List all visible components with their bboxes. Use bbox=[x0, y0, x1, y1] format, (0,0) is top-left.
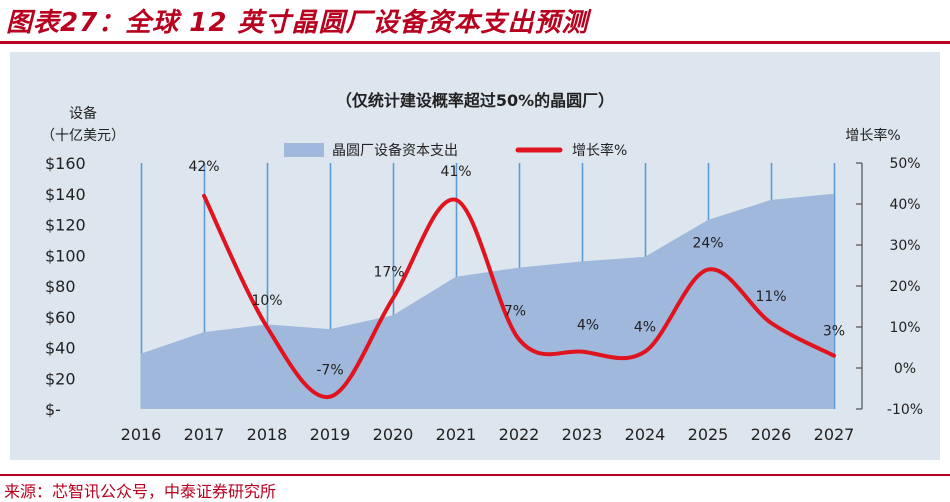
left-tick-7: $20 bbox=[45, 369, 76, 388]
left-tick-8: $- bbox=[45, 400, 61, 419]
right-tick-6: -10% bbox=[887, 402, 923, 418]
right-tick-0: 50% bbox=[889, 156, 920, 172]
growth-label-2022: 7% bbox=[504, 303, 526, 319]
x-tick-2023: 2023 bbox=[562, 425, 603, 444]
title-rule bbox=[0, 41, 950, 44]
x-tick-2019: 2019 bbox=[310, 425, 351, 444]
right-axis-label: 增长率% bbox=[845, 127, 900, 144]
growth-label-2024: 4% bbox=[634, 320, 656, 336]
legend-area-label: 晶圆厂设备资本支出 bbox=[332, 142, 458, 159]
left-tick-1: $140 bbox=[45, 185, 86, 204]
left-tick-2: $120 bbox=[45, 216, 86, 235]
x-tick-2020: 2020 bbox=[373, 425, 414, 444]
left-tick-6: $40 bbox=[45, 339, 76, 358]
x-tick-2021: 2021 bbox=[436, 425, 477, 444]
growth-label-2021: 41% bbox=[440, 164, 471, 180]
right-tick-3: 20% bbox=[889, 279, 920, 295]
right-tick-5: 0% bbox=[894, 361, 916, 377]
growth-label-2019: -7% bbox=[316, 363, 343, 379]
growth-label-2017: 42% bbox=[188, 159, 219, 175]
source-note: 来源：芯智讯公众号，中泰证券研究所 bbox=[4, 482, 277, 501]
capex-area bbox=[141, 193, 834, 409]
x-tick-2018: 2018 bbox=[247, 425, 288, 444]
left-tick-5: $60 bbox=[45, 308, 76, 327]
x-tick-2017: 2017 bbox=[184, 425, 225, 444]
right-axis-ticks: 50% 40% 30% 20% 10% 0% -10% bbox=[856, 156, 923, 418]
right-tick-4: 10% bbox=[889, 320, 920, 336]
legend-area-swatch bbox=[284, 143, 324, 157]
growth-labels: 42% 10% -7% 17% 41% 7% 4% 4% 24% 11% 3% bbox=[188, 159, 845, 379]
left-axis-ticks: $160 $140 $120 $100 $80 $60 $40 $20 $- bbox=[45, 154, 86, 419]
x-tick-2024: 2024 bbox=[625, 425, 666, 444]
left-tick-4: $80 bbox=[45, 277, 76, 296]
x-tick-2025: 2025 bbox=[688, 425, 729, 444]
x-tick-2027: 2027 bbox=[814, 425, 855, 444]
x-tick-2026: 2026 bbox=[751, 425, 792, 444]
growth-label-2027: 3% bbox=[823, 324, 845, 340]
growth-line bbox=[202, 193, 836, 399]
legend-line-label: 增长率% bbox=[572, 142, 627, 159]
growth-label-2023: 4% bbox=[577, 318, 599, 334]
left-axis-label-line2: （十亿美元） bbox=[41, 128, 125, 144]
growth-label-2025: 24% bbox=[692, 236, 723, 252]
growth-label-2026: 11% bbox=[755, 289, 786, 305]
figure-title: 图表27：全球 12 英寸晶圆厂设备资本支出预测 bbox=[6, 8, 589, 38]
right-tick-2: 30% bbox=[889, 238, 920, 254]
chart-subtitle: （仅统计建设概率超过50%的晶圆厂） bbox=[336, 91, 614, 110]
growth-label-2020: 17% bbox=[373, 264, 404, 280]
x-tick-2016: 2016 bbox=[121, 425, 162, 444]
source-rule bbox=[0, 474, 950, 476]
left-tick-0: $160 bbox=[45, 154, 86, 173]
left-axis-label-line1: 设备 bbox=[69, 105, 97, 122]
x-tick-2022: 2022 bbox=[499, 425, 540, 444]
left-tick-3: $100 bbox=[45, 246, 86, 265]
x-axis-ticks: 2016 2017 2018 2019 2020 2021 2022 2023 2024 2025… bbox=[121, 425, 855, 444]
growth-label-2018: 10% bbox=[251, 293, 282, 309]
right-tick-1: 40% bbox=[889, 197, 920, 213]
